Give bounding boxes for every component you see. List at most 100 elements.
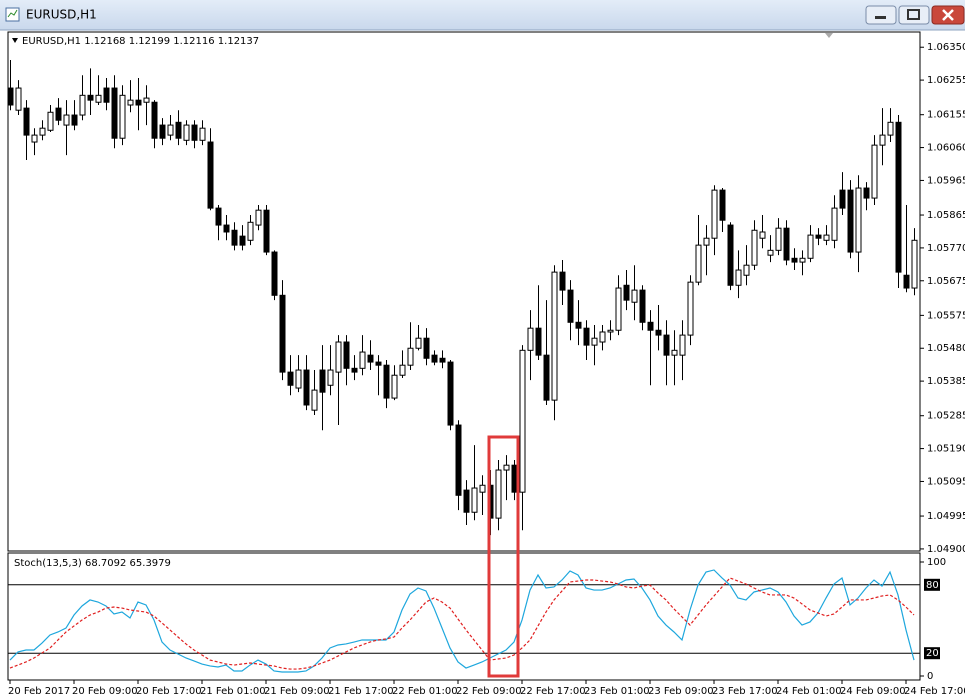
minimize-button[interactable]: [865, 5, 897, 25]
y-tick-label: 100: [927, 557, 946, 568]
plot-layer: 1.06350 1.06255 1.06155 1.06060 1.05965 1.058…: [7, 42, 965, 697]
candle-body: [271, 251, 278, 296]
candle-body: [295, 369, 302, 389]
x-tick-label: 24 Feb 17:00: [904, 686, 965, 697]
x-tick-label: 20 Feb 09:00: [72, 686, 138, 697]
candle-body: [183, 124, 190, 141]
x-tick-label: 22 Feb 17:00: [520, 686, 586, 697]
candle-body: [911, 239, 918, 289]
x-tick-label: 20 Feb 2017: [8, 686, 70, 697]
x-tick-label: 23 Feb 09:00: [648, 686, 714, 697]
candle-body: [759, 231, 766, 239]
candle-body: [111, 87, 118, 139]
candle-body: [135, 99, 142, 106]
candle-body: [95, 94, 102, 103]
candle-body: [615, 287, 622, 331]
candle-body: [319, 369, 326, 393]
candle-body: [695, 244, 702, 283]
candle-body: [87, 94, 94, 101]
x-tick-label: 21 Feb 09:00: [264, 686, 330, 697]
y-tick-label: 0: [927, 671, 933, 682]
x-tick-label: 21 Feb 17:00: [328, 686, 394, 697]
y-tick-label: 1.05575: [927, 310, 965, 321]
y-tick-label: 1.05965: [927, 175, 965, 186]
stoch-panel-title: Stoch(13,5,3) 68.7092 65.3979: [14, 558, 171, 569]
x-tick-label: 23 Feb 17:00: [712, 686, 778, 697]
candle-body: [591, 337, 598, 346]
restore-button[interactable]: [898, 5, 930, 25]
candle-body: [327, 369, 334, 386]
candle-body: [55, 107, 62, 121]
candle-body: [855, 187, 862, 253]
x-tick-label: 22 Feb 09:00: [456, 686, 522, 697]
candle-body: [359, 351, 366, 369]
candle-body: [783, 227, 790, 261]
candle-body: [279, 294, 286, 373]
candle-body: [39, 127, 46, 136]
candle-body: [687, 281, 694, 336]
candle-body: [407, 347, 414, 366]
candle-body: [847, 189, 854, 253]
candle-body: [727, 224, 734, 286]
title-bar: [0, 0, 965, 30]
level-label-box: [924, 578, 940, 591]
candle-body: [303, 369, 310, 406]
candle-body: [679, 334, 686, 356]
candle-body: [775, 227, 782, 251]
candle-body: [543, 354, 550, 401]
candle-body: [167, 124, 174, 136]
candle-body: [215, 207, 222, 226]
candle-body: [559, 271, 566, 291]
y-tick-label: 1.06060: [927, 143, 965, 154]
y-tick-label: 1.05865: [927, 210, 965, 221]
candle-body: [567, 289, 574, 323]
y-tick-label: 1.05095: [927, 476, 965, 487]
close-button[interactable]: [931, 5, 965, 25]
candle-body: [151, 101, 158, 139]
candle-body: [495, 469, 502, 519]
candle-body: [175, 121, 182, 139]
candle-body: [103, 87, 110, 103]
candle-body: [807, 234, 814, 259]
candle-body: [247, 221, 254, 241]
candle-body: [663, 334, 670, 356]
candle-body: [799, 257, 806, 263]
candle-body: [583, 327, 590, 346]
candle-body: [447, 361, 454, 426]
candle-body: [895, 121, 902, 273]
candle-body: [119, 94, 126, 139]
candle-body: [815, 234, 822, 239]
candle-body: [711, 189, 718, 239]
y-tick-label: 1.04995: [927, 511, 965, 522]
candle-body: [47, 111, 54, 131]
candle-body: [887, 121, 894, 136]
x-tick-label: 23 Feb 01:00: [584, 686, 650, 697]
panel-menu-marker: [12, 38, 18, 43]
candle-body: [607, 329, 614, 333]
candle-body: [431, 354, 438, 363]
candle-body: [535, 327, 542, 356]
x-tick-label: 22 Feb 01:00: [392, 686, 458, 697]
candle-body: [367, 354, 374, 363]
candle-body: [7, 87, 14, 106]
candle-body: [519, 349, 526, 493]
candle-body: [71, 114, 78, 126]
window-icon: [5, 7, 20, 22]
level-label: 80: [926, 580, 939, 591]
candle-body: [575, 321, 582, 329]
candle-body: [439, 357, 446, 363]
candle-body: [207, 141, 214, 209]
candle-body: [743, 264, 750, 276]
chart-shift-marker: [825, 33, 833, 38]
candle-body: [647, 321, 654, 331]
candle-body: [471, 487, 478, 513]
y-tick-label: 1.05675: [927, 276, 965, 287]
candle-body: [199, 127, 206, 141]
candle-body: [511, 464, 518, 493]
candle-body: [879, 134, 886, 146]
candle-body: [839, 189, 846, 209]
y-tick-label: 1.06155: [927, 110, 965, 121]
candle-body: [751, 229, 758, 266]
